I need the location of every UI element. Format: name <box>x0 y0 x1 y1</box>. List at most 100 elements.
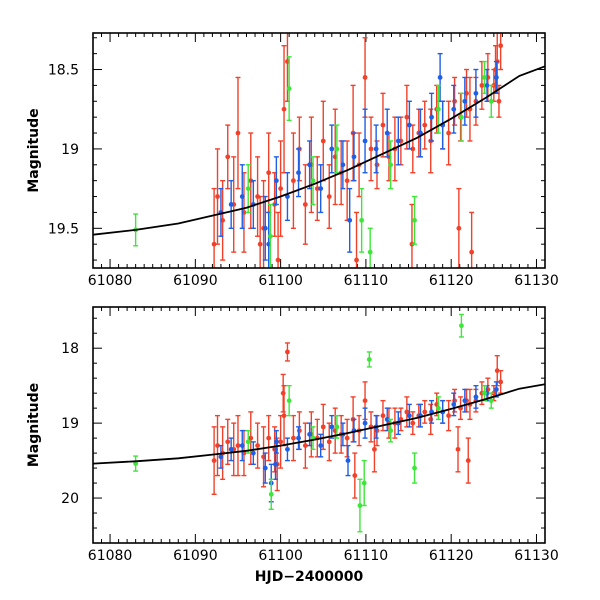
point-marker <box>428 416 434 422</box>
data-point <box>384 407 390 432</box>
data-point <box>302 422 308 469</box>
point-marker <box>374 162 380 168</box>
x-tick-label: 61100 <box>258 548 303 564</box>
point-marker <box>291 178 296 184</box>
axis-ticks <box>92 307 546 544</box>
point-marker <box>281 106 287 112</box>
y-tick-label: 19.5 <box>48 221 79 237</box>
point-marker <box>248 178 254 184</box>
point-marker <box>366 357 372 362</box>
data-point <box>412 195 418 245</box>
data-point <box>235 414 241 477</box>
point-marker <box>354 257 359 263</box>
point-marker <box>286 398 292 404</box>
plot-frame <box>92 306 546 544</box>
point-marker <box>285 349 290 355</box>
point-marker <box>412 465 417 471</box>
point-marker <box>482 75 487 80</box>
point-marker <box>218 454 224 460</box>
x-tick-label: 61080 <box>88 548 133 564</box>
point-marker <box>133 461 139 466</box>
data-point <box>296 411 302 451</box>
point-marker <box>459 323 464 329</box>
point-marker <box>296 170 301 176</box>
point-marker <box>484 82 490 88</box>
series-green <box>133 56 494 268</box>
point-marker <box>479 82 485 88</box>
x-tick-label: 61090 <box>173 548 218 564</box>
data-point <box>428 403 434 436</box>
top-panel: 61080 61090 61100 61110 61120 61130 18.5 19 19.5… <box>26 32 559 289</box>
x-tick-label: 61110 <box>344 273 389 289</box>
data-point <box>458 92 464 142</box>
data-point <box>326 422 332 462</box>
data-point <box>215 148 221 245</box>
point-marker <box>255 194 260 199</box>
data-point <box>404 84 410 150</box>
point-marker <box>455 446 461 452</box>
series-red <box>211 342 504 499</box>
data-point <box>245 164 251 214</box>
point-marker <box>296 435 301 441</box>
data-point <box>467 76 473 142</box>
data-point <box>296 148 302 198</box>
point-marker <box>362 398 368 404</box>
data-point <box>273 448 279 481</box>
data-point <box>284 172 290 222</box>
data-point <box>133 455 139 472</box>
point-marker <box>384 130 390 136</box>
data-point <box>320 100 326 182</box>
point-marker <box>373 146 379 152</box>
data-point <box>278 140 284 237</box>
data-point <box>422 100 428 150</box>
data-point <box>296 426 302 451</box>
point-marker <box>302 202 308 207</box>
data-point <box>451 84 457 134</box>
y-tick-label: 18.5 <box>48 63 79 79</box>
point-marker <box>262 465 268 471</box>
data-point <box>451 392 457 417</box>
data-point <box>267 203 273 268</box>
point-marker <box>409 241 415 247</box>
point-marker <box>498 379 504 385</box>
data-point <box>273 156 279 206</box>
point-marker <box>429 114 434 120</box>
x-tick-label: 61080 <box>88 273 133 289</box>
point-marker <box>493 67 498 72</box>
point-marker <box>404 409 410 415</box>
data-point <box>388 140 394 190</box>
plot-area <box>93 33 545 268</box>
point-marker <box>422 409 428 415</box>
point-marker <box>459 114 464 120</box>
point-marker <box>362 420 368 426</box>
data-point <box>446 100 452 166</box>
x-tick-label: 61120 <box>429 273 474 289</box>
point-marker <box>362 138 368 144</box>
data-point <box>248 411 254 466</box>
data-point <box>409 203 415 268</box>
data-point <box>275 211 281 268</box>
bottom-panel: 61080 61090 61100 61110 61120 61130 18 19 20 Magn… <box>26 306 559 585</box>
point-marker <box>228 446 234 452</box>
data-point <box>373 124 379 174</box>
data-point <box>310 156 316 206</box>
y-tick-label: 19 <box>61 142 79 158</box>
data-point <box>235 76 241 190</box>
data-point <box>280 373 286 413</box>
data-point <box>344 418 350 458</box>
series-blue <box>218 52 499 268</box>
point-marker <box>359 217 365 223</box>
point-marker <box>326 194 332 199</box>
data-point <box>225 124 231 190</box>
point-marker <box>473 394 479 400</box>
point-marker <box>245 439 251 445</box>
data-point <box>473 68 479 118</box>
data-point <box>255 422 261 469</box>
data-point <box>458 313 464 338</box>
data-point <box>345 444 351 477</box>
point-marker <box>491 390 497 396</box>
point-marker <box>225 439 231 445</box>
point-marker <box>262 225 268 231</box>
data-point <box>462 76 468 126</box>
point-marker <box>352 473 358 478</box>
